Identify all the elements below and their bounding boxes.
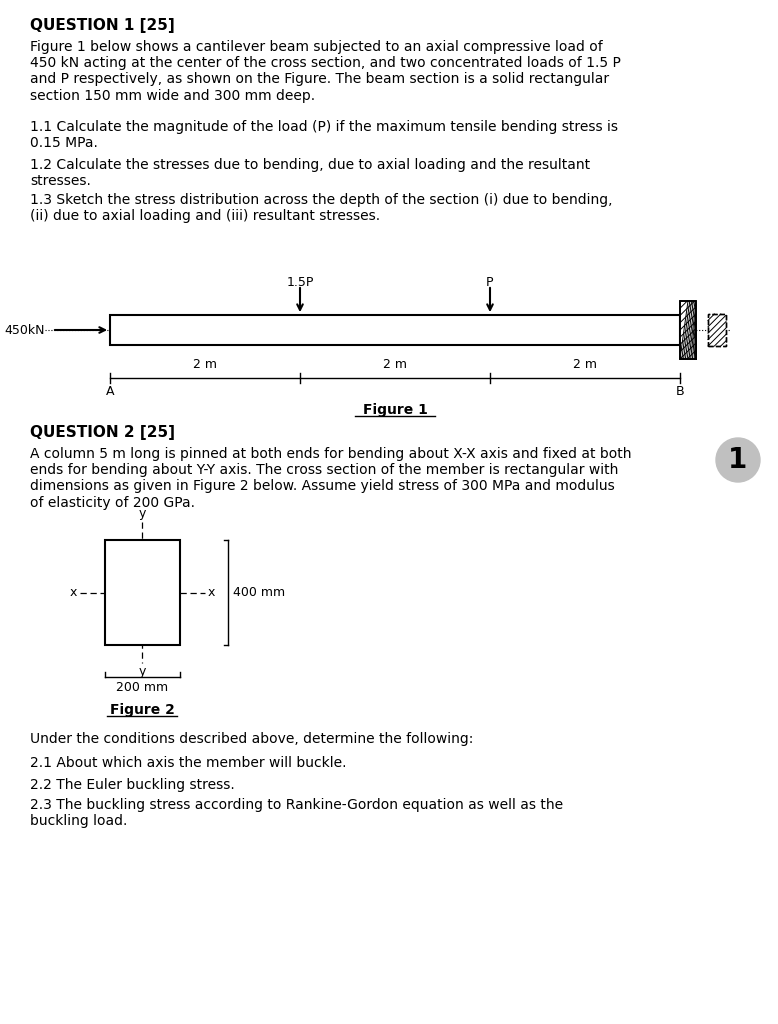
Text: QUESTION 2 [25]: QUESTION 2 [25] <box>30 425 175 440</box>
Text: 1.2 Calculate the stresses due to bending, due to axial loading and the resultan: 1.2 Calculate the stresses due to bendin… <box>30 158 591 188</box>
Bar <box>110 315 680 345</box>
Bar <box>105 540 180 645</box>
Text: A: A <box>106 385 114 398</box>
Bar <box>680 301 696 359</box>
Text: 1.5P: 1.5P <box>286 276 314 289</box>
Text: 200 mm: 200 mm <box>117 681 169 694</box>
Text: A column 5 m long is pinned at both ends for bending about X-X axis and fixed at: A column 5 m long is pinned at both ends… <box>30 447 632 510</box>
Text: x: x <box>208 586 216 599</box>
Text: Figure 1 below shows a cantilever beam subjected to an axial compressive load of: Figure 1 below shows a cantilever beam s… <box>30 40 621 102</box>
Text: B: B <box>675 385 685 398</box>
Text: x: x <box>69 586 77 599</box>
Text: 2 m: 2 m <box>193 358 217 371</box>
Text: 2.3 The buckling stress according to Rankine-Gordon equation as well as the
buck: 2.3 The buckling stress according to Ran… <box>30 798 563 828</box>
Text: 1.3 Sketch the stress distribution across the depth of the section (i) due to be: 1.3 Sketch the stress distribution acros… <box>30 193 612 223</box>
Text: Figure 1: Figure 1 <box>363 403 427 417</box>
Circle shape <box>716 438 760 482</box>
Text: Under the conditions described above, determine the following:: Under the conditions described above, de… <box>30 732 473 746</box>
Text: 450kN: 450kN <box>5 324 45 337</box>
Text: 2 m: 2 m <box>383 358 407 371</box>
Text: 2.1 About which axis the member will buckle.: 2.1 About which axis the member will buc… <box>30 756 346 770</box>
Bar <box>708 314 726 346</box>
Text: QUESTION 1 [25]: QUESTION 1 [25] <box>30 18 175 33</box>
Text: 400 mm: 400 mm <box>233 586 285 599</box>
Text: y: y <box>138 665 146 678</box>
Text: 1.1 Calculate the magnitude of the load (P) if the maximum tensile bending stres: 1.1 Calculate the magnitude of the load … <box>30 120 618 151</box>
Text: 2.2 The Euler buckling stress.: 2.2 The Euler buckling stress. <box>30 778 235 792</box>
Bar <box>680 301 696 359</box>
Text: P: P <box>486 276 494 289</box>
Text: 1: 1 <box>728 446 748 474</box>
Text: 2 m: 2 m <box>573 358 597 371</box>
Bar <box>708 314 726 346</box>
Text: Figure 2: Figure 2 <box>110 703 175 717</box>
Text: y: y <box>138 507 146 520</box>
